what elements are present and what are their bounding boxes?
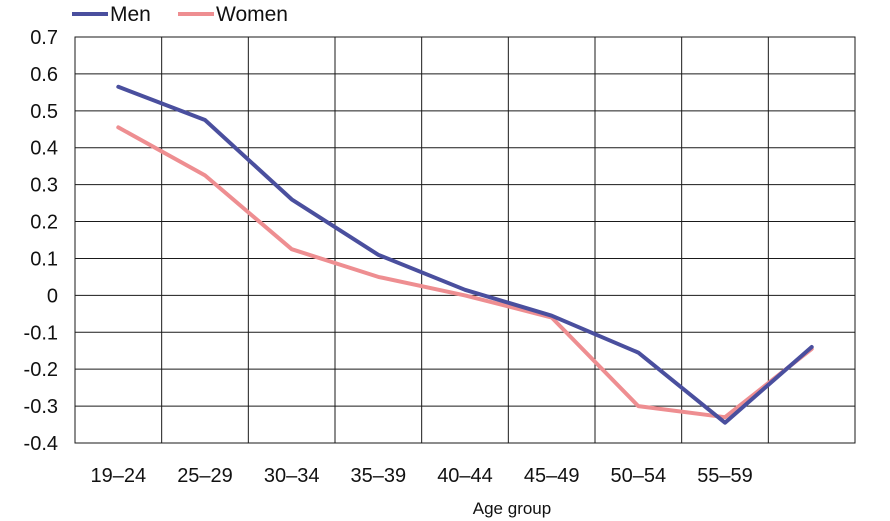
y-tick-label: 0	[47, 285, 58, 307]
y-tick-label: 0.2	[30, 212, 58, 234]
y-tick-label: 0.4	[30, 138, 58, 160]
x-tick-label: 19–24	[91, 465, 147, 487]
x-tick-label: 35–39	[351, 465, 407, 487]
y-axis-ticks: 0.7 0.6 0.5 0.4 0.3 0.2 0.1 0 -0.1 -0.2 -0.3 -0.4	[24, 27, 58, 455]
grid	[74, 36, 856, 444]
x-tick-label: 45–49	[524, 465, 580, 487]
y-tick-label: -0.3	[24, 396, 58, 418]
series-lines	[116, 84, 814, 425]
legend-label-men: Men	[110, 3, 151, 26]
legend-label-women: Women	[216, 3, 288, 26]
x-tick-label: 25–29	[177, 465, 233, 487]
series-line-women	[116, 125, 814, 420]
y-tick-label: 0.3	[30, 175, 58, 197]
series-line-men	[116, 84, 814, 425]
plot-frame	[74, 36, 856, 444]
x-axis-label: Age group	[473, 499, 551, 518]
x-tick-label: 50–54	[611, 465, 667, 487]
x-tick-label: 30–34	[264, 465, 320, 487]
y-tick-label: 0.7	[30, 27, 58, 49]
y-tick-label: 0.1	[30, 248, 58, 270]
y-tick-label: -0.4	[24, 433, 58, 455]
x-tick-label: 40–44	[437, 465, 493, 487]
legend: Men Women	[72, 3, 288, 26]
y-tick-label: 0.6	[30, 64, 58, 86]
x-tick-label: 55–59	[697, 465, 753, 487]
x-axis-ticks: 19–24 25–29 30–34 35–39 40–44 45–49 50–54 55–59	[91, 465, 753, 487]
y-tick-label: 0.5	[30, 101, 58, 123]
y-tick-label: -0.1	[24, 322, 58, 344]
y-tick-label: -0.2	[24, 359, 58, 381]
